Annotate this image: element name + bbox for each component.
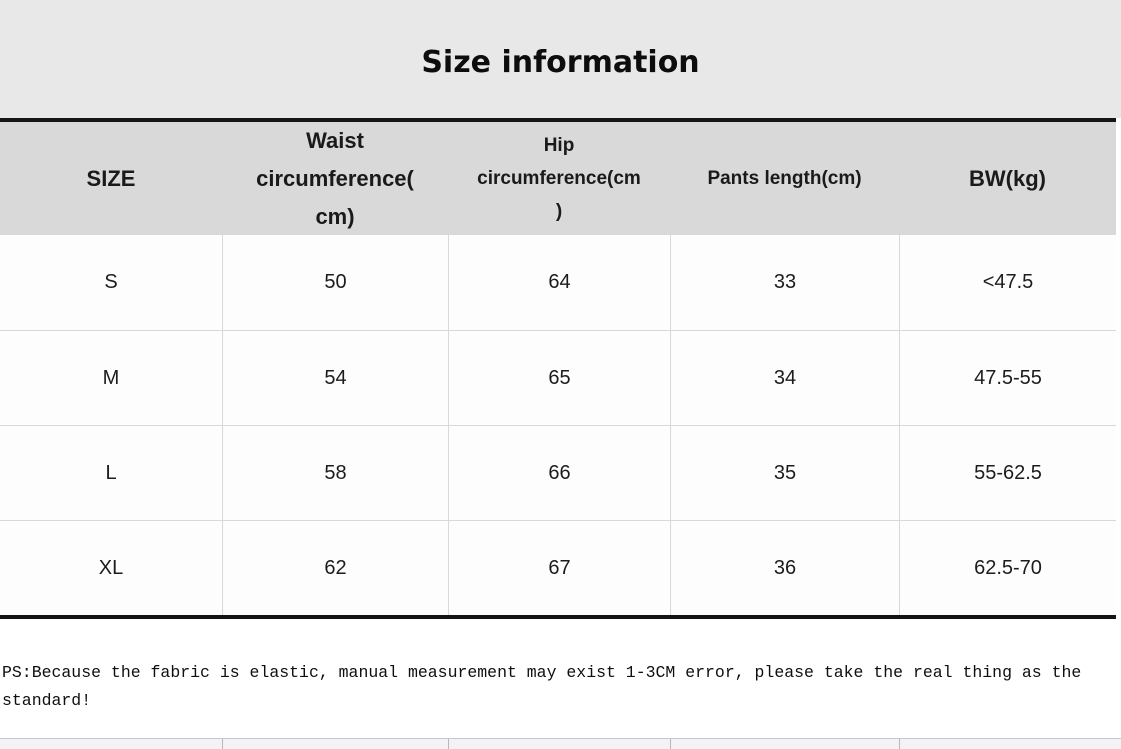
cell-waist: 54: [222, 331, 448, 425]
cropped-cell: [670, 739, 899, 749]
cell-bw: 62.5-70: [899, 521, 1116, 615]
header-waist-line-3: cm): [315, 203, 355, 229]
header-size-line: SIZE: [86, 165, 136, 191]
cropped-cell: [899, 739, 1116, 749]
cropped-cell: [222, 739, 448, 749]
cell-size: S: [104, 271, 118, 293]
cell-size: L: [105, 461, 117, 484]
table-row-m: M 54 65 34 47.5-55: [0, 330, 1116, 425]
title-band: Size information: [0, 0, 1121, 118]
cell-bw: <47.5: [899, 235, 1116, 330]
cell-pants-length: 35: [670, 426, 899, 520]
header-hip-line-2: circumference(cm: [477, 168, 641, 189]
cell-waist: 62: [222, 521, 448, 615]
cell-hip: 64: [448, 235, 670, 330]
measurement-note: PS:Because the fabric is elastic, manual…: [0, 619, 1117, 738]
cell-hip: 66: [448, 426, 670, 520]
header-hip-line-3: ): [555, 201, 563, 222]
note-line-1: PS:Because the fabric is elastic, manual…: [2, 663, 1082, 682]
cell-pants-length: 33: [670, 235, 899, 330]
cell-pants-length: 34: [670, 331, 899, 425]
cropped-cell: [0, 739, 222, 749]
table-row-xl: XL 62 67 36 62.5-70: [0, 520, 1116, 615]
table-row-l: L 58 66 35 55-62.5: [0, 425, 1116, 520]
cell-hip: 65: [448, 331, 670, 425]
cell-waist: 58: [222, 426, 448, 520]
cropped-next-row: [0, 738, 1121, 749]
cell-waist: 50: [222, 235, 448, 330]
header-cell-pants-length: Pants length(cm): [670, 122, 899, 235]
cell-size: M: [102, 366, 120, 389]
page-title: Size information: [421, 44, 700, 80]
header-hip-line-1: Hip: [543, 135, 575, 156]
cell-size: XL: [98, 556, 124, 579]
header-waist-line-2: circumference(: [256, 165, 414, 191]
cell-bw: 55-62.5: [899, 426, 1116, 520]
header-cell-size: SIZE: [0, 122, 222, 235]
table-row-s: S 50 64 33 <47.5: [0, 235, 1116, 330]
cell-hip: 67: [448, 521, 670, 615]
cell-pants-length: 36: [670, 521, 899, 615]
header-cell-waist-circumference: Waist circumference( cm): [222, 122, 448, 235]
note-line-2: standard!: [2, 691, 92, 710]
header-cell-hip-circumference: Hip circumference(cm ): [448, 122, 670, 235]
cropped-cell: [448, 739, 670, 749]
header-waist-line-1: Waist: [306, 127, 364, 153]
cell-bw: 47.5-55: [899, 331, 1116, 425]
header-pants-length-line: Pants length(cm): [707, 168, 862, 189]
table-header-row: SIZE Waist circumference( cm) Hip circum…: [0, 122, 1116, 235]
size-table: SIZE Waist circumference( cm) Hip circum…: [0, 118, 1116, 619]
table-body: S 50 64 33 <47.5 M 54 65 34 47.5-55 L 58…: [0, 235, 1116, 615]
header-bw-line: BW(kg): [969, 165, 1046, 191]
header-cell-bw: BW(kg): [899, 122, 1116, 235]
